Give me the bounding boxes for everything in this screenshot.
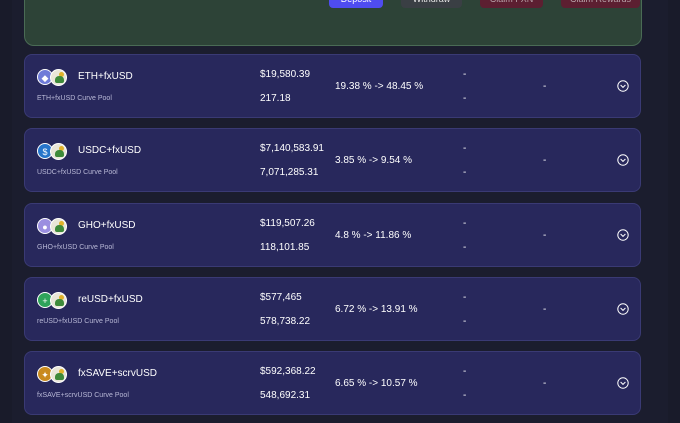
pool-icon-pair: $ [37, 143, 71, 161]
pool-stat-c: - [543, 378, 547, 389]
pool-stat-a: - [463, 366, 467, 377]
pool-row[interactable]: + reUSD+fxUSD reUSD+fxUSD Curve Pool $57… [24, 277, 641, 341]
pool-stat-a: - [463, 69, 467, 80]
pool-name: reUSD+fxUSD [78, 294, 143, 305]
pool-stat-b: - [463, 390, 467, 401]
left-margin [0, 0, 12, 423]
pool-subtitle: GHO+fxUSD Curve Pool [37, 244, 114, 251]
pool-name: USDC+fxUSD [78, 145, 142, 156]
pool-stat-c: - [543, 155, 547, 166]
pool-apy: 6.65 % -> 10.57 % [335, 378, 418, 389]
pool-icon-pair: + [37, 292, 71, 310]
chevron-down-icon[interactable] [617, 80, 629, 92]
chevron-down-icon[interactable] [617, 303, 629, 315]
fxusd-icon [50, 143, 67, 160]
fxusd-icon [50, 69, 67, 86]
pool-stat-c: - [543, 230, 547, 241]
pool-tvl: $7,140,583.91 [260, 143, 324, 154]
pool-tvl: $592,368.22 [260, 366, 316, 377]
withdraw-button[interactable]: Withdraw [401, 0, 462, 8]
claim-fxn-button[interactable]: Claim FXN [480, 0, 543, 8]
pool-stat-b: - [463, 167, 467, 178]
pool-volume: 7,071,285.31 [260, 167, 319, 178]
chevron-down-icon[interactable] [617, 377, 629, 389]
pool-stat-a: - [463, 143, 467, 154]
pool-volume: 118,101.85 [260, 242, 310, 253]
pool-tvl: $19,580.39 [260, 69, 311, 80]
pool-icon-pair: ◆ [37, 69, 71, 87]
pool-stat-a: - [463, 218, 467, 229]
pool-stat-c: - [543, 81, 547, 92]
pool-tvl: $119,507.26 [260, 218, 315, 229]
pool-row[interactable]: ● GHO+fxUSD GHO+fxUSD Curve Pool $119,50… [24, 203, 641, 267]
chevron-down-icon[interactable] [617, 154, 629, 166]
pool-stat-a: - [463, 292, 467, 303]
pool-name: ETH+fxUSD [78, 71, 133, 82]
pool-name: GHO+fxUSD [78, 220, 136, 231]
pool-subtitle: reUSD+fxUSD Curve Pool [37, 318, 119, 325]
fxusd-icon [50, 218, 67, 235]
pool-stat-b: - [463, 93, 467, 104]
pool-row[interactable]: ◆ ETH+fxUSD ETH+fxUSD Curve Pool $19,580… [24, 54, 641, 118]
pool-apy: 4.8 % -> 11.86 % [335, 230, 412, 241]
pool-stat-b: - [463, 242, 467, 253]
pool-row[interactable]: ✦ fxSAVE+scrvUSD fxSAVE+scrvUSD Curve Po… [24, 351, 641, 415]
pool-icon-pair: ● [37, 218, 71, 236]
fxusd-icon [50, 292, 67, 309]
claim-rewards-button[interactable]: Claim Rewards [561, 0, 640, 8]
right-margin [668, 0, 680, 423]
pool-subtitle: USDC+fxUSD Curve Pool [37, 169, 118, 176]
pool-row[interactable]: $ USDC+fxUSD USDC+fxUSD Curve Pool $7,14… [24, 128, 641, 192]
pool-stat-b: - [463, 316, 467, 327]
chevron-down-icon[interactable] [617, 229, 629, 241]
deposit-button[interactable]: Deposit [329, 0, 383, 8]
position-panel: Deposit Withdraw Claim FXN Claim Rewards [24, 0, 642, 46]
pool-subtitle: fxSAVE+scrvUSD Curve Pool [37, 392, 129, 399]
pool-name: fxSAVE+scrvUSD [78, 368, 157, 379]
pool-apy: 19.38 % -> 48.45 % [335, 81, 424, 92]
pool-stat-c: - [543, 304, 547, 315]
pool-apy: 3.85 % -> 9.54 % [335, 155, 412, 166]
fxusd-icon [50, 366, 67, 383]
pool-volume: 548,692.31 [260, 390, 311, 401]
pool-subtitle: ETH+fxUSD Curve Pool [37, 95, 112, 102]
pool-apy: 6.72 % -> 13.91 % [335, 304, 418, 315]
pool-volume: 217.18 [260, 93, 291, 104]
pool-tvl: $577,465 [260, 292, 302, 303]
pool-icon-pair: ✦ [37, 366, 71, 384]
pool-volume: 578,738.22 [260, 316, 311, 327]
